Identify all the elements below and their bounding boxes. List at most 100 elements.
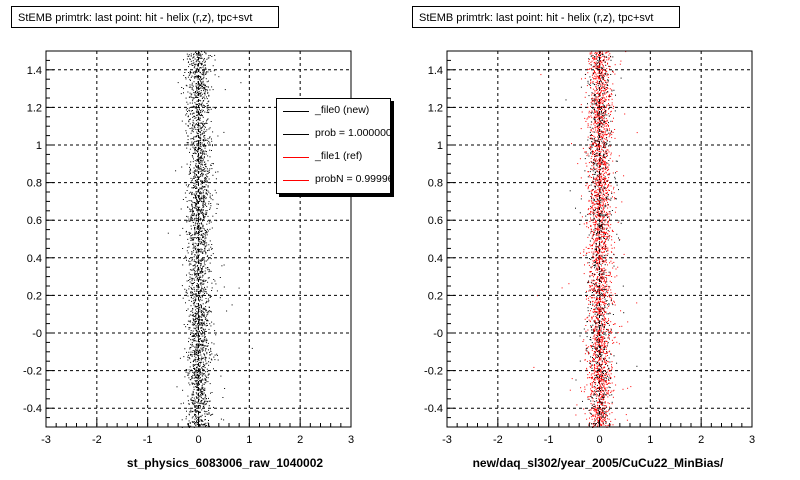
data-point <box>600 106 602 108</box>
data-point <box>204 94 206 96</box>
data-point <box>592 403 594 405</box>
data-point <box>603 361 605 363</box>
data-point <box>198 154 200 156</box>
data-point <box>200 217 202 219</box>
data-point <box>197 157 199 159</box>
data-point <box>207 313 209 315</box>
data-point <box>601 381 603 383</box>
data-point <box>203 389 205 391</box>
data-point <box>589 68 591 70</box>
data-point <box>599 93 601 95</box>
data-point <box>201 238 203 240</box>
data-point <box>203 74 205 75</box>
data-point <box>196 70 197 72</box>
data-point <box>196 108 198 110</box>
data-point <box>202 315 204 317</box>
data-point <box>204 264 206 266</box>
data-point <box>605 390 607 392</box>
data-point <box>209 207 211 209</box>
data-point <box>203 123 205 125</box>
data-point <box>594 305 595 307</box>
data-point <box>192 247 194 249</box>
data-point <box>600 245 602 247</box>
data-point <box>197 159 198 161</box>
data-point <box>205 67 207 69</box>
data-point <box>601 102 603 104</box>
data-point <box>595 195 597 196</box>
data-point <box>597 223 598 225</box>
data-point <box>622 388 624 390</box>
data-point <box>195 297 197 299</box>
data-point <box>599 260 600 262</box>
data-point <box>201 51 203 53</box>
data-point <box>199 380 201 382</box>
data-point <box>202 402 204 404</box>
data-point <box>202 339 204 341</box>
data-point <box>194 229 196 231</box>
data-point <box>598 387 600 389</box>
data-point <box>606 128 608 130</box>
data-point <box>612 71 613 73</box>
data-point <box>206 119 208 121</box>
data-point <box>201 249 203 251</box>
data-point <box>599 370 601 372</box>
data-point <box>611 239 613 241</box>
data-point <box>604 200 605 202</box>
data-point <box>588 281 590 283</box>
data-point <box>192 315 194 317</box>
data-point <box>612 396 614 398</box>
data-point <box>203 338 205 340</box>
data-point <box>607 250 609 252</box>
data-point <box>189 274 191 275</box>
data-point <box>595 224 597 225</box>
data-point <box>203 258 205 260</box>
data-point <box>595 393 597 395</box>
data-point <box>189 168 191 170</box>
data-point <box>202 349 204 351</box>
scatter-points <box>167 51 253 428</box>
data-point <box>194 380 196 382</box>
data-point <box>206 58 208 60</box>
data-point <box>603 133 605 135</box>
data-point <box>603 285 604 287</box>
data-point <box>197 55 199 57</box>
data-point <box>192 364 194 366</box>
data-point <box>193 327 195 329</box>
data-point <box>596 298 597 299</box>
data-point <box>598 282 600 284</box>
data-point <box>594 127 596 129</box>
data-point <box>606 92 607 94</box>
data-point <box>599 164 601 166</box>
data-point <box>202 86 203 87</box>
data-point <box>192 206 193 208</box>
data-point <box>191 155 193 157</box>
data-point <box>198 122 200 124</box>
data-point <box>614 293 616 295</box>
data-point <box>210 351 212 352</box>
data-point <box>183 59 184 61</box>
data-point <box>204 93 206 94</box>
data-point <box>204 140 206 141</box>
data-point <box>595 55 597 57</box>
data-point <box>583 339 585 341</box>
data-point <box>591 155 593 157</box>
data-point <box>209 361 211 363</box>
data-point <box>192 85 194 87</box>
data-point <box>603 131 605 132</box>
data-point <box>201 327 203 329</box>
data-point <box>204 413 206 415</box>
data-point <box>190 291 192 293</box>
data-point <box>601 240 603 242</box>
data-point <box>201 310 203 312</box>
data-point <box>598 195 599 197</box>
data-point <box>202 284 204 285</box>
data-point <box>201 169 203 171</box>
data-point <box>197 423 199 425</box>
data-point <box>595 84 597 86</box>
data-point <box>602 289 604 291</box>
data-point <box>591 53 593 55</box>
data-point <box>201 392 202 394</box>
data-point <box>602 52 603 54</box>
data-point <box>188 369 190 371</box>
data-point <box>596 75 598 77</box>
